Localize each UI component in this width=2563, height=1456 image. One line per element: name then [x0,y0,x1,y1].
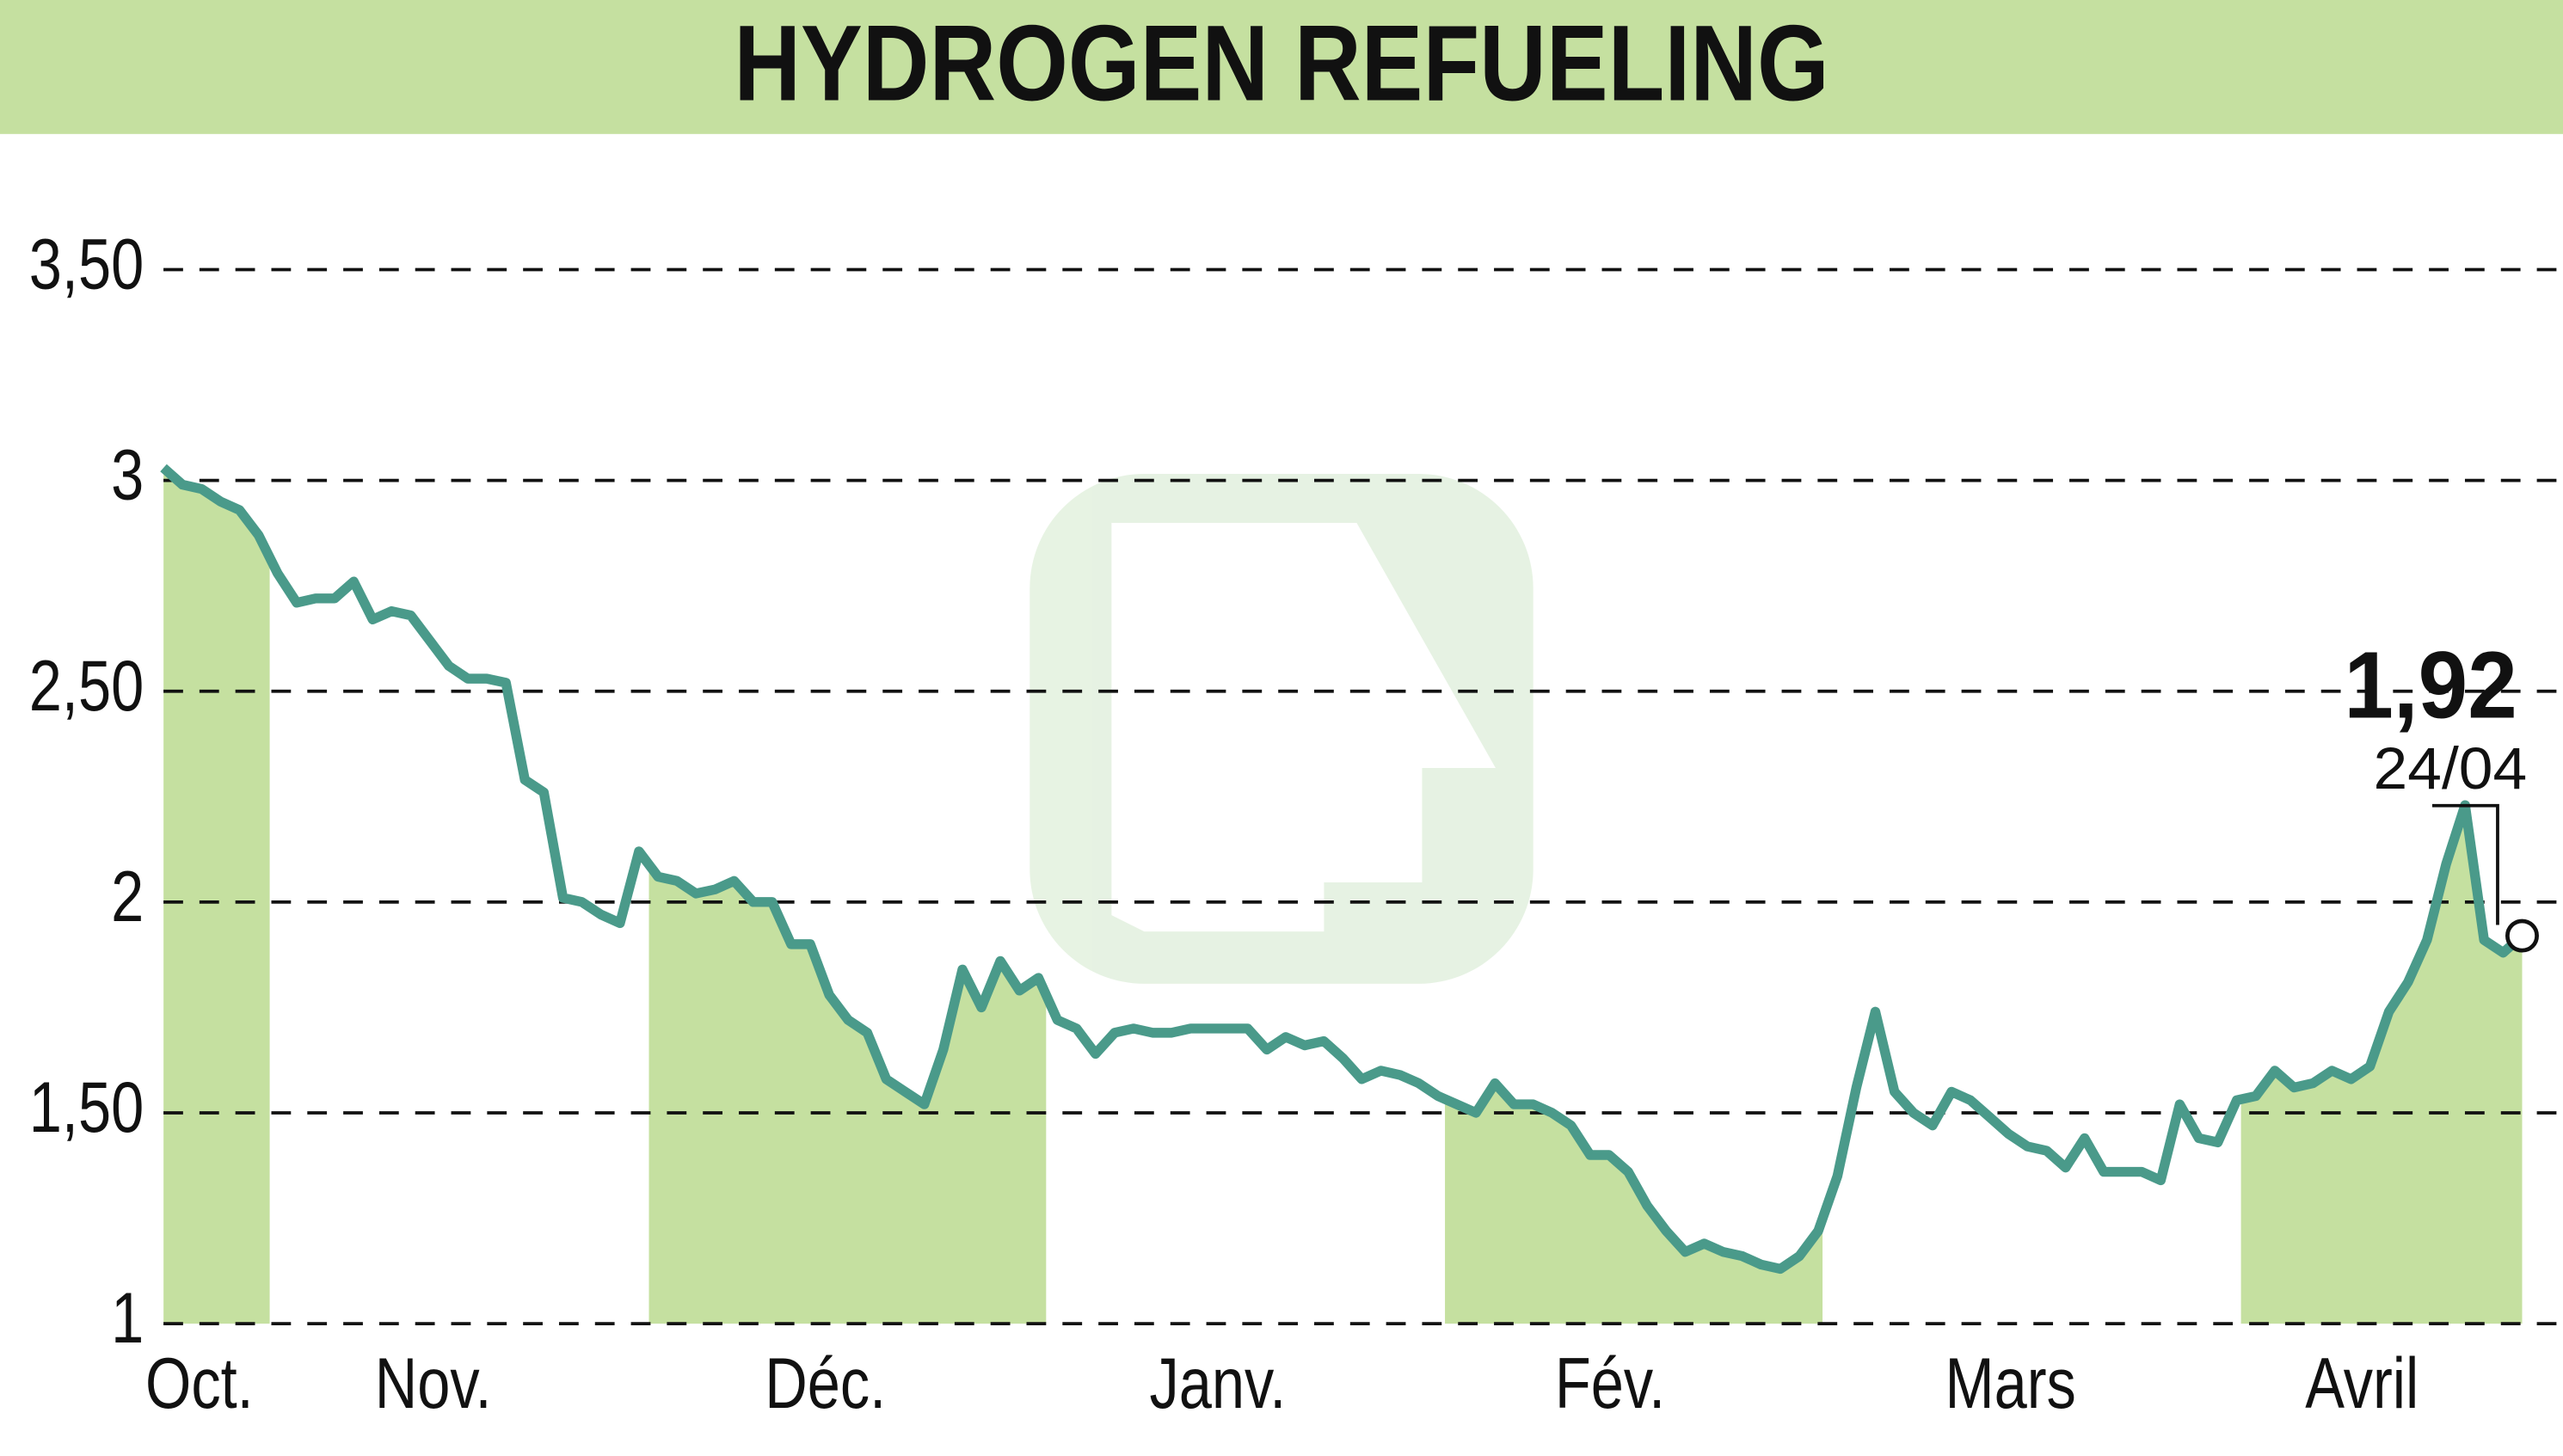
y-tick-label: 3,50 [29,224,144,304]
y-tick-label: 1,50 [29,1068,144,1148]
annotation-date: 24/04 [2374,736,2528,802]
x-tick-label: Oct. [145,1344,254,1424]
grid-layer: 1 1,50 2 2,50 3 3,50 [29,224,2563,1359]
x-tick-label: Janv. [1149,1344,1286,1424]
y-tick-label: 2 [111,857,144,937]
line [160,464,2526,1275]
annotation-value: 1,92 [2344,633,2517,739]
line-layer [160,464,2526,1275]
y-tick-label: 2,50 [29,646,144,726]
x-tick-label: Fév. [1555,1344,1665,1424]
x-tick-label: Déc. [765,1344,886,1424]
area [163,468,2523,1324]
title-band [0,0,2563,134]
watermark [1030,474,1533,984]
y-tick-label: 3 [111,435,144,515]
x-tick-label: Nov. [375,1344,492,1424]
x-tick-label: Mars [1945,1344,2075,1424]
area-layer [163,468,2523,1324]
annotation-bracket [2431,803,2499,925]
x-tick-label: Avril [2305,1344,2419,1424]
last-point [2505,918,2539,953]
y-tick-label: 1 [111,1279,144,1359]
chart-title: HYDROGEN REFUELING [734,3,1829,124]
